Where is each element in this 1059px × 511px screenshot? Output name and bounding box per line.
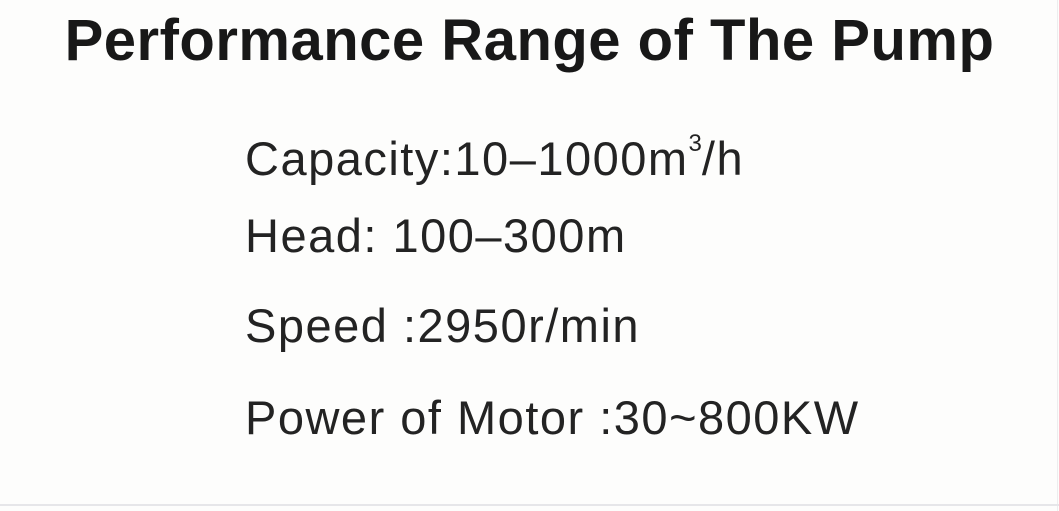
spec-capacity-superscript: 3 <box>688 130 702 157</box>
spec-speed: Speed :2950r/min <box>245 299 641 352</box>
right-edge-line <box>1057 0 1058 511</box>
spec-capacity: Capacity:10–1000m3/h <box>245 118 744 185</box>
spec-capacity-text: Capacity:10–1000m <box>245 132 689 185</box>
bottom-divider <box>0 504 1059 506</box>
page-title: Performance Range of The Pump <box>64 8 995 73</box>
spec-head: Head: 100–300m <box>245 209 627 262</box>
spec-capacity-unit: /h <box>701 132 745 185</box>
spec-power: Power of Motor :30~800KW <box>245 391 860 444</box>
